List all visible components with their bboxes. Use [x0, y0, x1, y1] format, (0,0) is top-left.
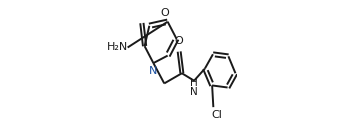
Text: O: O: [174, 36, 183, 46]
Text: Cl: Cl: [212, 110, 223, 120]
Text: H₂N: H₂N: [107, 42, 128, 52]
Text: N: N: [148, 65, 157, 75]
Text: O: O: [160, 8, 169, 18]
Text: H
N: H N: [190, 78, 198, 97]
